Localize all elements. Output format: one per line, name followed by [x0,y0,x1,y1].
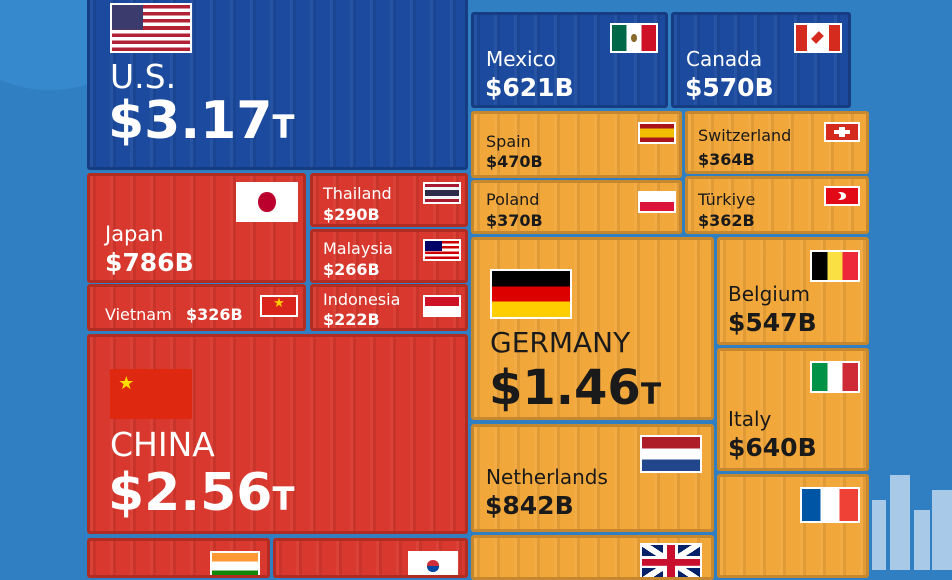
country-label-us: U.S. [110,57,177,96]
country-label-turkiye: Türkiye [698,190,756,209]
poland-flag-icon [638,191,676,213]
belgium-flag-icon [810,250,860,282]
value-label-canada: $570B [685,73,774,102]
container-france [717,474,869,578]
container-turkiye: Türkiye $362B [685,176,869,234]
china-flag-icon [110,369,192,419]
indonesia-flag-icon [423,295,461,317]
country-label-china: CHINA [110,425,215,464]
country-label-mexico: Mexico [486,47,556,71]
value-label-poland: $370B [486,211,543,230]
container-mexico: Mexico $621B [471,12,668,108]
value-label-china: $2.56T [108,463,295,523]
country-label-belgium: Belgium [728,282,810,306]
value-label-belgium: $547B [728,308,817,337]
value-label-vietnam: $326B [186,305,243,324]
india-flag-icon [210,551,260,575]
container-canada: Canada $570B [671,12,851,108]
country-label-thailand: Thailand [323,184,392,203]
container-india [87,538,270,578]
container-switzerland: Switzerland $364B [685,111,869,174]
south-korea-flag-icon [408,551,458,575]
country-label-japan: Japan [105,222,164,246]
container-spain: Spain $470B [471,111,682,178]
uk-flag-icon [640,543,702,577]
value-label-netherlands: $842B [485,491,574,520]
country-label-indonesia: Indonesia [323,290,401,309]
canada-flag-icon [794,23,842,53]
netherlands-flag-icon [640,435,702,473]
switzerland-flag-icon [824,122,860,142]
turkiye-flag-icon [824,186,860,206]
japan-flag-icon [236,182,298,222]
country-label-switzerland: Switzerland [698,126,792,145]
mexico-flag-icon [610,23,658,53]
container-poland: Poland $370B [471,180,682,234]
value-label-italy: $640B [728,433,817,462]
france-flag-icon [800,487,860,523]
container-netherlands: Netherlands $842B [471,424,714,532]
germany-flag-icon [490,269,572,319]
country-label-italy: Italy [728,407,772,431]
value-label-thailand: $290B [323,205,380,224]
container-indonesia: Indonesia $222B [310,284,468,331]
container-thailand: Thailand $290B [310,173,468,227]
country-label-germany: GERMANY [490,326,631,359]
container-us: U.S. $3.17T [87,0,468,170]
thailand-flag-icon [423,182,461,204]
container-belgium: Belgium $547B [717,237,869,345]
value-label-germany: $1.46T [489,360,662,416]
us-flag-icon [110,3,192,53]
malaysia-flag-icon [423,239,461,261]
container-malaysia: Malaysia $266B [310,229,468,283]
container-uk [471,535,714,580]
container-vietnam: Vietnam $326B [87,284,306,331]
container-germany: GERMANY $1.46T [471,237,714,420]
country-label-vietnam: Vietnam [105,305,172,324]
container-japan: Japan $786B [87,173,306,283]
value-label-japan: $786B [105,248,194,277]
value-label-malaysia: $266B [323,260,380,279]
value-label-indonesia: $222B [323,310,380,329]
country-label-netherlands: Netherlands [486,465,608,489]
value-label-switzerland: $364B [698,150,755,169]
container-italy: Italy $640B [717,348,869,471]
value-label-spain: $470B [486,152,543,171]
value-label-mexico: $621B [485,73,574,102]
container-china: CHINA $2.56T [87,334,468,534]
vietnam-flag-icon [260,295,298,317]
country-label-spain: Spain [486,132,531,151]
spain-flag-icon [638,122,676,144]
value-label-us: $3.17T [108,91,295,151]
city-skyline-illustration [862,450,952,570]
country-label-canada: Canada [686,47,763,71]
container-south-korea [273,538,468,578]
country-label-malaysia: Malaysia [323,239,393,258]
country-label-poland: Poland [486,190,540,209]
italy-flag-icon [810,361,860,393]
value-label-turkiye: $362B [698,211,755,230]
